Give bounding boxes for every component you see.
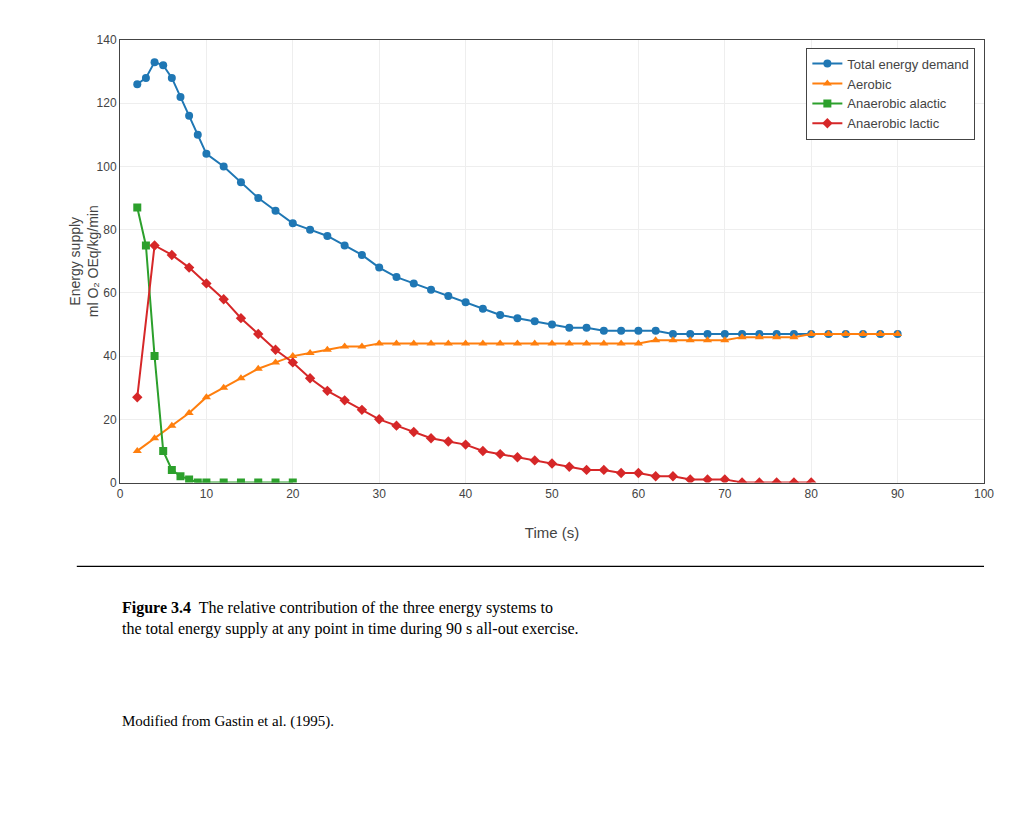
svg-text:140: 140 (97, 33, 117, 47)
svg-text:Total energy demand: Total energy demand (847, 57, 968, 72)
svg-text:20: 20 (286, 487, 300, 501)
svg-text:0: 0 (117, 487, 124, 501)
svg-text:60: 60 (103, 286, 117, 300)
svg-text:90: 90 (891, 487, 905, 501)
svg-text:Modified from Gastin et al. (1: Modified from Gastin et al. (1995). (122, 713, 334, 730)
svg-text:50: 50 (545, 487, 559, 501)
svg-text:40: 40 (103, 349, 117, 363)
svg-text:10: 10 (200, 487, 214, 501)
svg-text:120: 120 (97, 96, 117, 110)
svg-text:Figure 3.4 The relative contr: Figure 3.4 The relative contribution of … (122, 599, 579, 638)
svg-text:40: 40 (459, 487, 473, 501)
svg-text:Time (s): Time (s) (525, 524, 579, 541)
svg-text:Anaerobic alactic: Anaerobic alactic (847, 96, 946, 111)
svg-text:60: 60 (632, 487, 646, 501)
svg-text:Aerobic: Aerobic (847, 77, 892, 92)
svg-text:70: 70 (718, 487, 732, 501)
svg-text:80: 80 (805, 487, 819, 501)
svg-text:100: 100 (97, 160, 117, 174)
svg-text:Energy supplyml O₂ OEq/kg/min: Energy supplyml O₂ OEq/kg/min (67, 205, 101, 317)
svg-text:30: 30 (373, 487, 387, 501)
svg-text:20: 20 (103, 413, 117, 427)
svg-text:Anaerobic lactic: Anaerobic lactic (847, 116, 939, 131)
svg-text:80: 80 (103, 223, 117, 237)
svg-text:0: 0 (110, 476, 117, 490)
svg-text:100: 100 (974, 487, 994, 501)
